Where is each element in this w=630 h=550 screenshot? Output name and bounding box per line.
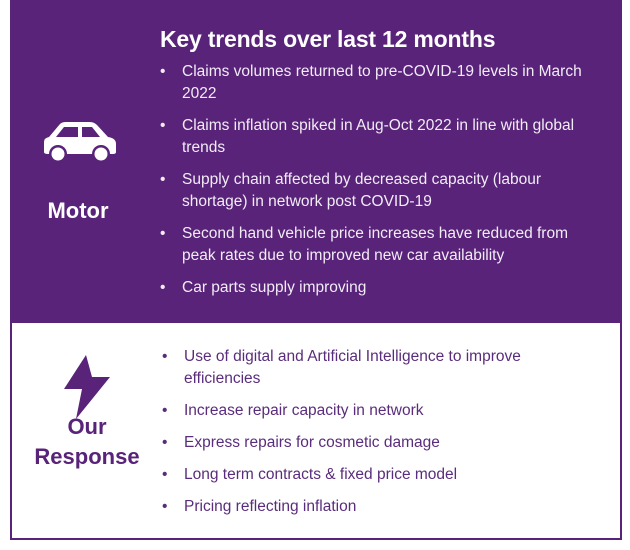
- bullet-icon: •: [162, 434, 168, 451]
- bullet-icon: •: [160, 279, 166, 296]
- bullet-icon: •: [160, 117, 166, 134]
- list-item: • Second hand vehicle price increases hav…: [160, 223, 592, 267]
- list-item: • Increase repair capacity in network: [162, 400, 594, 422]
- list-item-text: Claims volumes returned to pre-COVID-19 …: [182, 63, 582, 102]
- bullet-icon: •: [162, 402, 168, 419]
- list-item: • Claims inflation spiked in Aug-Oct 2022…: [160, 115, 592, 159]
- list-item-text: Long term contracts & fixed price model: [184, 466, 458, 483]
- our-response-label-line1: Our: [67, 414, 107, 439]
- list-item-text: Supply chain affected by decreased capac…: [182, 171, 542, 210]
- list-item: • Claims volumes returned to pre-COVID-19…: [160, 61, 592, 105]
- motor-panel: Motor Key trends over last 12 months • Cl…: [10, 0, 622, 324]
- list-item: • Supply chain affected by decreased capa…: [160, 169, 592, 213]
- motor-label: Motor: [47, 198, 109, 223]
- key-trends-list: • Claims volumes returned to pre-COVID-19…: [160, 61, 592, 309]
- list-item: • Use of digital and Artificial Intellige…: [162, 346, 594, 390]
- key-trends-title: Key trends over last 12 months: [160, 26, 496, 52]
- bullet-icon: •: [160, 225, 166, 242]
- list-item: • Car parts supply improving: [160, 277, 592, 299]
- list-item-text: Car parts supply improving: [182, 279, 367, 296]
- list-item-text: Second hand vehicle price increases have…: [182, 225, 569, 264]
- list-item: • Long term contracts & fixed price model: [162, 464, 594, 486]
- list-item-text: Use of digital and Artificial Intelligen…: [184, 348, 521, 387]
- list-item-text: Increase repair capacity in network: [184, 402, 424, 419]
- bullet-icon: •: [162, 498, 168, 515]
- list-item-text: Claims inflation spiked in Aug-Oct 2022 …: [182, 117, 575, 156]
- bullet-icon: •: [162, 348, 168, 365]
- bullet-icon: •: [162, 466, 168, 483]
- bullet-icon: •: [160, 171, 166, 188]
- list-item: • Pricing reflecting inflation: [162, 496, 594, 518]
- our-response-label-line2: Response: [34, 444, 140, 469]
- response-panel: Our Response • Use of digital and Artific…: [10, 323, 622, 540]
- bullet-icon: •: [160, 63, 166, 80]
- list-item-text: Pricing reflecting inflation: [184, 498, 357, 515]
- list-item-text: Express repairs for cosmetic damage: [184, 434, 440, 451]
- lightning-bolt-icon: [64, 355, 110, 419]
- response-list: • Use of digital and Artificial Intellige…: [162, 346, 594, 528]
- list-item: • Express repairs for cosmetic damage: [162, 432, 594, 454]
- car-icon: [44, 122, 116, 163]
- our-response-label: Our Response: [12, 412, 162, 472]
